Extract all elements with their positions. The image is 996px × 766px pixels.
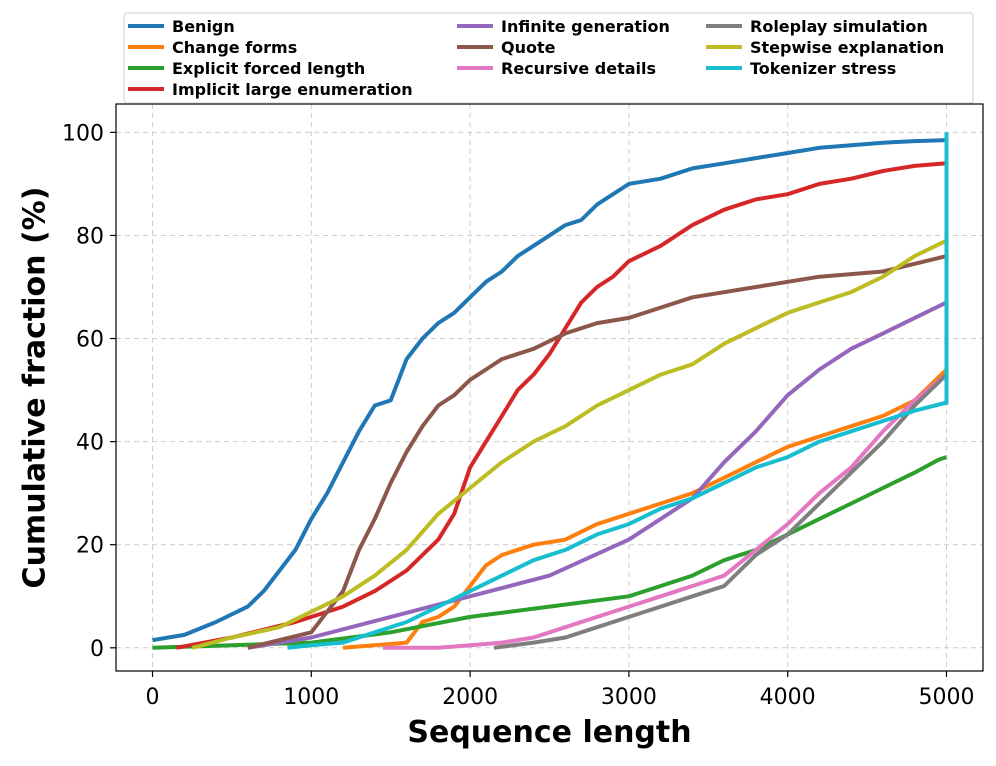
- series-lines: [152, 132, 949, 650]
- legend-label: Implicit large enumeration: [172, 80, 413, 99]
- y-tick-label: 80: [76, 224, 104, 249]
- legend-label: Quote: [501, 38, 556, 57]
- legend: Benign Change forms Explicit forced length…: [123, 12, 974, 104]
- series-line-infinite-generation: [247, 300, 948, 650]
- legend-label: Infinite generation: [501, 17, 670, 36]
- x-tick-label: 3000: [601, 685, 657, 710]
- series-line-benign: [152, 138, 947, 643]
- legend-label: Tokenizer stress: [750, 59, 896, 78]
- x-axis-title: Sequence length: [407, 715, 691, 750]
- x-tick-label: 1000: [283, 685, 339, 710]
- y-tick-label: 60: [76, 328, 104, 353]
- axis-ticks: 0 1000 2000 3000 4000 5000 0 20 40 60 80 100: [62, 121, 974, 710]
- y-axis-title: Cumulative fraction (%): [18, 187, 53, 589]
- legend-label: Explicit forced length: [172, 59, 365, 78]
- y-tick-label: 0: [90, 637, 104, 662]
- legend-label: Roleplay simulation: [750, 17, 928, 36]
- series-line-change-forms: [342, 368, 948, 650]
- legend-label: Benign: [172, 17, 235, 36]
- grid: [116, 104, 983, 671]
- series-line-implicit-large-enumeration: [175, 161, 947, 650]
- series-line-recursive-details: [382, 373, 948, 650]
- legend-label: Change forms: [172, 38, 297, 57]
- series-line-stepwise-explanation: [191, 238, 948, 650]
- y-tick-label: 100: [62, 121, 104, 146]
- x-tick-label: 2000: [442, 685, 498, 710]
- x-tick-label: 0: [146, 685, 160, 710]
- x-tick-label: 4000: [760, 685, 816, 710]
- x-tick-label: 5000: [918, 685, 974, 710]
- y-tick-label: 40: [76, 431, 104, 456]
- series-line-explicit-forced-length: [152, 455, 948, 650]
- y-tick-label: 20: [76, 534, 104, 559]
- legend-label: Recursive details: [501, 59, 656, 78]
- series-line-roleplay-simulation: [493, 373, 948, 650]
- series-line-tokenizer-stress: [287, 132, 949, 650]
- series-line-quote: [247, 254, 947, 650]
- plot-frame: [115, 103, 984, 672]
- legend-box: [123, 12, 974, 104]
- legend-label: Stepwise explanation: [750, 38, 944, 57]
